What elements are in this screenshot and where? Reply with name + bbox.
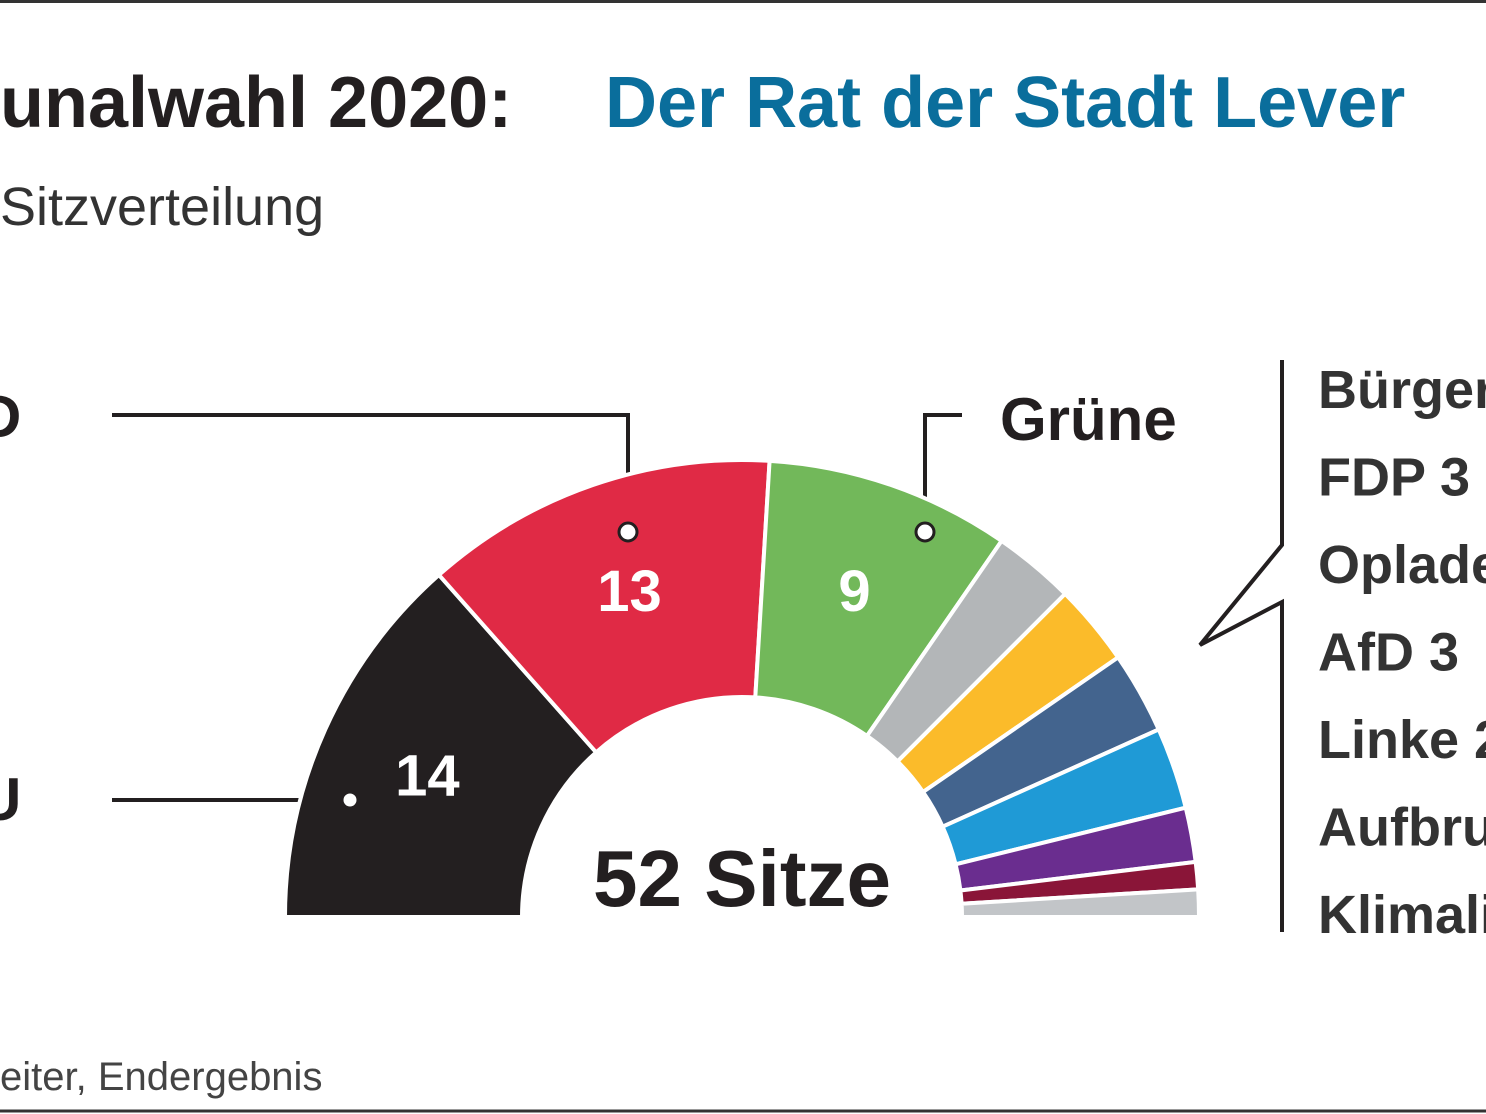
data-label: 9: [838, 559, 870, 624]
pie-segment: [959, 887, 1202, 919]
data-label: 13: [597, 559, 662, 624]
chart-subtitle: Sitzverteilung: [0, 177, 324, 237]
total-label: 52 Sitze: [593, 834, 891, 923]
chart-title: unalwahl 2020:: [0, 63, 512, 143]
legend-entry: Klimali: [1318, 885, 1486, 945]
segment-label: D: [0, 383, 21, 450]
leader-dot: [340, 790, 360, 810]
legend-entry: Bürger: [1318, 360, 1486, 420]
leader-dot: [914, 521, 936, 543]
leader-line: [923, 413, 962, 530]
segment-label: Grüne: [1000, 386, 1177, 453]
segment-label: U: [0, 766, 21, 833]
source: eiter, Endergebnis: [0, 1055, 322, 1099]
pie-segment: [436, 458, 772, 756]
chart-title-highlight: Der Rat der Stadt Lever: [605, 63, 1405, 143]
legend-entry: FDP 3: [1318, 448, 1470, 508]
legend-entry: Oplade: [1318, 535, 1486, 595]
pie-segment: [282, 572, 599, 919]
legend-entry: Aufbru: [1318, 798, 1486, 858]
data-label: 14: [395, 743, 460, 808]
legend-entry: Linke 2: [1318, 710, 1486, 770]
leader-dot: [617, 521, 639, 543]
legend-entry: AfD 3: [1318, 623, 1459, 683]
legend-bracket: [1198, 360, 1284, 932]
